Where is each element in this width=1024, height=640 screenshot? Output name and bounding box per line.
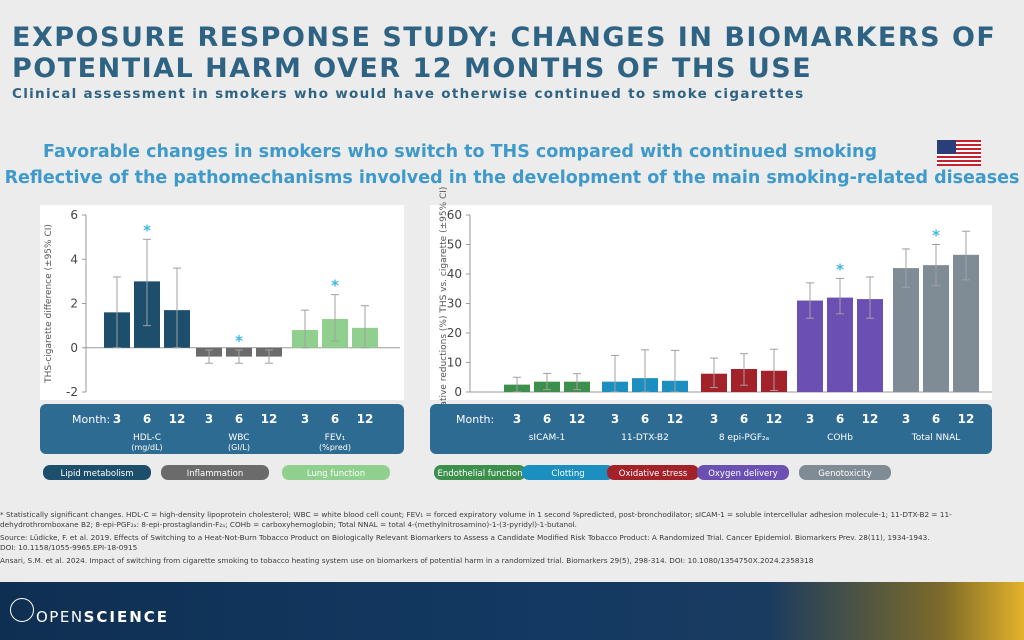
category-pill [434,465,526,480]
slide-title: EXPOSURE RESPONSE STUDY: CHANGES IN BIOM… [12,22,997,84]
month-tick-label: 3 [611,412,619,426]
category-pill-label: Oxygen delivery [708,469,778,479]
biomarker-unit: (mg/dL) [131,443,162,452]
biomarker-label: sICAM-1 [529,433,566,443]
key-message-2: Reflective of the pathomechanisms involv… [4,168,1020,188]
biomarker-unit: (GI/L) [228,443,250,452]
chart-1-y-tick-label: 10 [447,356,462,370]
category-pill [43,465,151,480]
month-tick-label: 6 [836,412,844,426]
chart-0-month-band [40,404,404,454]
month-tick-label: 12 [667,412,684,426]
logo-science-text: SCIENCE [83,608,170,626]
category-pill [799,465,891,480]
month-tick-label: 6 [331,412,339,426]
category-pill-label: Endothelial function [437,469,522,479]
month-tick-label: 6 [543,412,551,426]
footnote-line-1: * Statistically significant changes. HDL… [0,510,952,519]
biomarker-label: HDL-C [133,433,161,443]
chart-1-y-axis-label: Relative reductions (%) THS vs. cigarett… [439,187,449,421]
month-tick-label: 3 [710,412,718,426]
bar-Total NNAL-3 [893,268,919,392]
month-tick-label: 12 [862,412,879,426]
chart-1-y-tick-label: 0 [454,385,462,399]
biomarker-charts: -2 0 2 4 6 THS-cigarette difference (±95% CI)… [40,187,992,480]
category-pill-label: Inflammation [187,469,244,479]
source-line-2: DOI: 10.1158/1055-9965.EPI-18-0915 [0,543,138,552]
month-tick-label: 12 [169,412,186,426]
category-pill-label: Lung function [307,469,365,479]
month-tick-label: 6 [932,412,940,426]
month-tick-label: 12 [261,412,278,426]
category-pill-label: Clotting [551,469,584,479]
category-pill [697,465,789,480]
biomarker-label: WBC [228,433,249,443]
month-tick-label: 3 [806,412,814,426]
chart-1-y-tick-label: 30 [447,297,462,311]
month-tick-label: 3 [902,412,910,426]
us-flag-icon [937,140,981,166]
category-pill-label: Genotoxicity [818,469,871,479]
month-tick-label: 6 [740,412,748,426]
chart-0-y-tick-label: 6 [70,208,78,222]
month-tick-label: 3 [113,412,121,426]
biomarker-label: COHb [827,433,853,443]
significance-star: * [331,277,339,295]
category-pill-label: Lipid metabolism [60,469,133,479]
significance-star: * [932,227,940,245]
category-pill [522,465,614,480]
chart-1-month-label: Month: [456,413,494,426]
bottom-brand-bar [0,582,1024,640]
month-tick-label: 3 [205,412,213,426]
chart-0-y-axis-label: THS-cigarette difference (±95% CI) [44,224,54,384]
chart-0-y-tick-label: 4 [70,252,78,266]
month-tick-label: 6 [235,412,243,426]
biomarker-unit: (%pred) [319,443,351,452]
month-tick-label: 6 [143,412,151,426]
significance-star: * [235,332,243,350]
chart-1-y-tick-label: 60 [447,208,462,222]
chart-1-y-tick-label: 50 [447,238,462,252]
biomarker-label: Total NNAL [911,433,961,443]
biomarker-label: 11-DTX-B2 [621,433,669,443]
chart-1-y-tick-label: 40 [447,267,462,281]
logo-open-text: OPEN [36,608,84,626]
footnote-line-2: dehydrothromboxane B2; 8-epi-PGF₂ₐ: 8-ep… [0,520,577,529]
category-pill-label: Oxidative stress [619,469,688,479]
month-tick-label: 3 [513,412,521,426]
source-line-1: Source: Lüdicke, F. et al. 2019. Effects… [0,533,930,542]
chart-0-y-tick-label: 2 [70,297,78,311]
category-pill [161,465,269,480]
key-message-1: Favorable changes in smokers who switch … [43,142,877,162]
open-science-logo: OPENSCIENCE [10,598,169,626]
month-tick-label: 12 [569,412,586,426]
chart-1-month-band [430,404,992,454]
source-line-3: Ansari, S.M. et al. 2024. Impact of swit… [0,556,814,565]
significance-star: * [836,260,844,278]
month-tick-label: 3 [301,412,309,426]
biomarker-label: FEV₁ [325,433,346,443]
chart-0-y-tick-label: 0 [70,341,78,355]
month-tick-label: 12 [766,412,783,426]
chart-1-y-tick-label: 20 [447,326,462,340]
biomarker-label: 8 epi-PGF₂ₐ [719,433,769,443]
month-tick-label: 6 [641,412,649,426]
chart-0-plot-area [40,205,404,400]
logo-circle-icon [10,598,34,622]
slide-subtitle: Clinical assessment in smokers who would… [12,86,805,102]
month-tick-label: 12 [357,412,374,426]
chart-0-y-tick-label: -2 [66,385,78,399]
significance-star: * [143,221,151,239]
chart-0-month-label: Month: [72,413,110,426]
month-tick-label: 12 [958,412,975,426]
category-pill [282,465,390,480]
category-pill [607,465,699,480]
